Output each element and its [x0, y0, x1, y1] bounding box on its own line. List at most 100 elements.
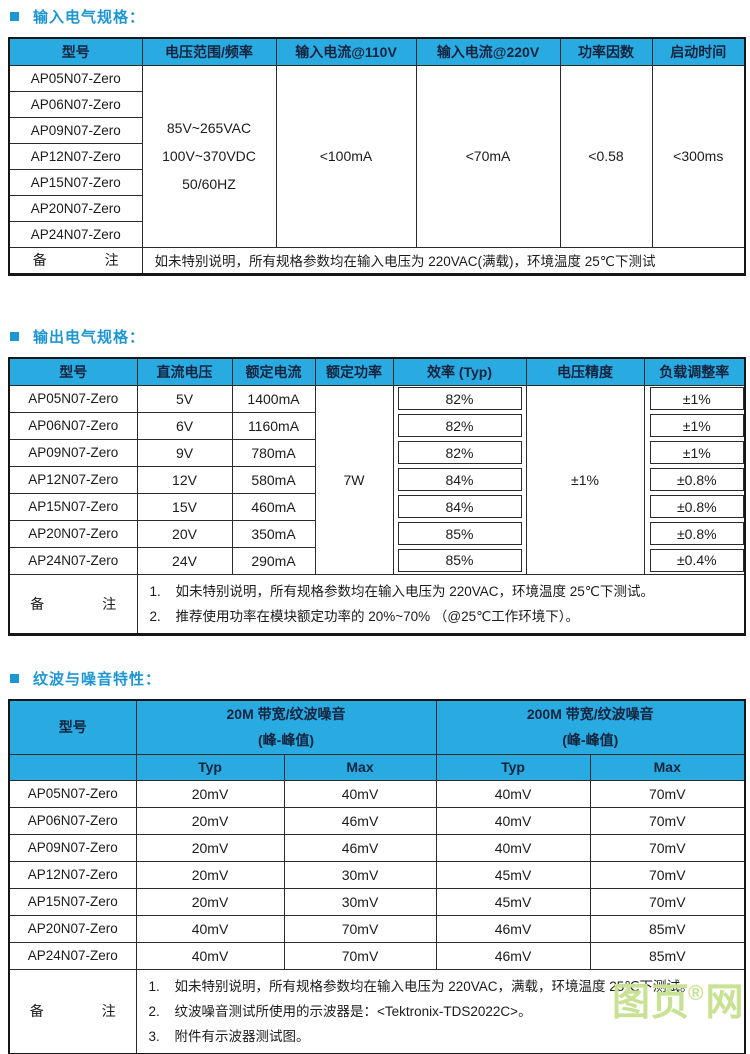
ripple-value-cell: 20mV: [135, 860, 285, 889]
ripple-value-cell: 45mV: [435, 860, 591, 889]
model-cell: AP12N07-Zero: [8, 142, 143, 170]
dc-voltage-cell: 5V: [136, 384, 233, 413]
model-cell: AP09N07-Zero: [8, 833, 137, 862]
subheader-typ-200m: Typ: [435, 753, 591, 781]
table-row: AP15N07-Zero: [8, 168, 745, 196]
table-row: AP12N07-Zero 12V 580mA 84% ±0.8%: [8, 465, 746, 494]
ripple-value-cell: 20mV: [135, 806, 285, 835]
ripple-value-cell: 40mV: [435, 779, 591, 808]
table-row: AP05N07-Zero 20mV 40mV 40mV 70mV: [8, 779, 746, 808]
ripple-value-cell: 70mV: [283, 941, 437, 970]
table-row: AP24N07-Zero 24V 290mA 85% ±0.4%: [8, 546, 746, 575]
col-header-startup-time: 启动时间: [651, 37, 746, 66]
watermark-text: 网: [705, 982, 745, 1024]
table-row: AP09N07-Zero 20mV 46mV 40mV 70mV: [8, 833, 746, 862]
voltage-range-cell: 85V~265VAC 100V~370VDC 50/60HZ: [141, 64, 277, 248]
input-spec-table: 型号 电压范围/频率 输入电流@110V 输入电流@220V 功率因数 启动时间…: [8, 37, 746, 276]
ripple-value-cell: 70mV: [589, 887, 746, 916]
col-header-current-220v: 输入电流@220V: [415, 37, 561, 66]
table-row: AP24N07-Zero 40mV 70mV 46mV 85mV: [8, 941, 746, 970]
square-bullet-icon: [10, 12, 19, 21]
note-label-char: 注: [102, 595, 117, 612]
table-row: AP20N07-Zero 40mV 70mV 46mV 85mV: [8, 914, 746, 943]
model-cell: AP12N07-Zero: [8, 860, 137, 889]
col-header-rated-power: 额定功率: [314, 357, 394, 386]
note-row: 备 注 如未特别说明，所有规格参数均在输入电压为 220VAC(满载)，环境温度…: [8, 246, 746, 275]
ripple-value-cell: 46mV: [435, 914, 591, 943]
col-header-model: 型号: [8, 357, 138, 386]
model-cell: AP20N07-Zero: [8, 519, 138, 548]
model-cell: AP09N07-Zero: [8, 116, 143, 144]
group-header-20m: 20M 带宽/纹波噪音 (峰-峰值): [135, 699, 437, 755]
dc-voltage-cell: 24V: [136, 546, 233, 575]
note-row: 备 注 1. 如未特别说明，所有规格参数均在输入电压为 220VAC，满载，环境温…: [8, 968, 746, 1054]
model-cell: AP05N07-Zero: [8, 64, 143, 92]
note-line: 2. 推荐使用功率在模块额定功率的 20%~70% （@25℃工作环境下）。: [149, 608, 580, 624]
section-title-text: 纹波与噪音特性：: [33, 671, 162, 688]
rated-current-cell: 780mA: [231, 438, 316, 467]
model-cell: AP24N07-Zero: [8, 220, 143, 248]
load-regulation-cell: ±0.8%: [643, 493, 746, 520]
ripple-value-cell: 30mV: [283, 887, 437, 916]
efficiency-cell: 84%: [392, 466, 527, 493]
note-label-char: 备: [29, 1003, 44, 1019]
group-header-200m: 200M 带宽/纹波噪音 (峰-峰值): [435, 699, 746, 755]
section-title-text: 输出电气规格：: [33, 329, 146, 346]
note-text-cell: 1. 如未特别说明，所有规格参数均在输入电压为 220VAC，满载，环境温度 25…: [135, 968, 746, 1054]
table-row: AP20N07-Zero: [8, 194, 745, 222]
ripple-value-cell: 46mV: [435, 941, 591, 970]
group-title: 20M 带宽/纹波噪音: [226, 706, 346, 723]
ripple-value-cell: 40mV: [435, 806, 591, 835]
rated-current-cell: 350mA: [231, 519, 316, 548]
model-cell: AP06N07-Zero: [8, 411, 138, 440]
model-cell: AP05N07-Zero: [8, 384, 138, 413]
voltage-accuracy-cell: ±1%: [525, 384, 645, 575]
group-subtitle: (峰-峰值): [258, 732, 314, 749]
efficiency-cell: 82%: [392, 439, 527, 466]
col-header-voltage-accuracy: 电压精度: [525, 357, 645, 386]
table-row: AP09N07-Zero 9V 780mA 82% ±1%: [8, 438, 746, 467]
efficiency-cell: 85%: [392, 547, 527, 574]
registered-mark-icon: ®: [688, 982, 704, 1005]
col-header-efficiency: 效率 (Typ): [392, 357, 527, 386]
col-header-power-factor: 功率因数: [559, 37, 653, 66]
model-cell: AP09N07-Zero: [8, 438, 138, 467]
table-header-row: 型号 电压范围/频率 输入电流@110V 输入电流@220V 功率因数 启动时间: [8, 37, 746, 66]
voltage-range-line: 85V~265VAC: [166, 120, 252, 136]
model-cell: AP20N07-Zero: [8, 194, 143, 222]
table-row: AP15N07-Zero 15V 460mA 84% ±0.8%: [8, 492, 746, 521]
section-title-output-spec: 输出电气规格：: [10, 326, 145, 347]
section-title-input-spec: 输入电气规格：: [10, 6, 145, 27]
model-cell: AP15N07-Zero: [8, 492, 138, 521]
table-row: AP05N07-Zero 85V~265VAC 100V~370VDC 50/6…: [8, 64, 746, 248]
rated-current-cell: 1400mA: [231, 384, 316, 413]
note-line: 2. 纹波噪音测试所使用的示波器是：<Tektronix-TDS2022C>。: [148, 1003, 532, 1019]
section-title-text: 输入电气规格：: [33, 9, 146, 26]
startup-time-cell: <300ms: [651, 64, 746, 248]
group-subtitle: (峰-峰值): [562, 732, 619, 749]
ripple-value-cell: 70mV: [589, 833, 746, 862]
ripple-value-cell: 70mV: [589, 860, 746, 889]
ripple-noise-table: 型号 20M 带宽/纹波噪音 (峰-峰值) 200M 带宽/纹波噪音 (峰-峰值…: [8, 699, 747, 1054]
model-cell: AP06N07-Zero: [8, 90, 143, 118]
table-header-row: 型号 20M 带宽/纹波噪音 (峰-峰值) 200M 带宽/纹波噪音 (峰-峰值…: [8, 699, 746, 755]
ripple-value-cell: 30mV: [283, 860, 437, 889]
model-cell: AP20N07-Zero: [8, 914, 137, 943]
input-current-110v-cell: <100mA: [275, 64, 417, 248]
load-regulation-cell: ±1%: [643, 385, 746, 412]
watermark-text: 图页: [612, 982, 691, 1024]
table-row: AP06N07-Zero: [8, 90, 745, 118]
col-header-voltage-range: 电压范围/频率: [141, 37, 277, 66]
subheader-spacer: [8, 753, 137, 781]
col-header-current-110v: 输入电流@110V: [275, 37, 417, 66]
ripple-value-cell: 20mV: [135, 887, 285, 916]
load-regulation-cell: ±0.8%: [643, 466, 746, 493]
table-row: AP06N07-Zero 20mV 46mV 40mV 70mV: [8, 806, 746, 835]
note-row: 备 注 1. 如未特别说明，所有规格参数均在输入电压为 220VAC，环境温度 2…: [8, 573, 746, 635]
model-cell: AP15N07-Zero: [8, 168, 143, 196]
model-cell: AP24N07-Zero: [8, 941, 137, 970]
output-spec-table: 型号 直流电压 额定电流 额定功率 效率 (Typ) 电压精度 负载调整率 AP…: [8, 357, 746, 636]
dc-voltage-cell: 6V: [136, 411, 233, 440]
rated-current-cell: 1160mA: [231, 411, 316, 440]
model-cell: AP24N07-Zero: [8, 546, 138, 575]
